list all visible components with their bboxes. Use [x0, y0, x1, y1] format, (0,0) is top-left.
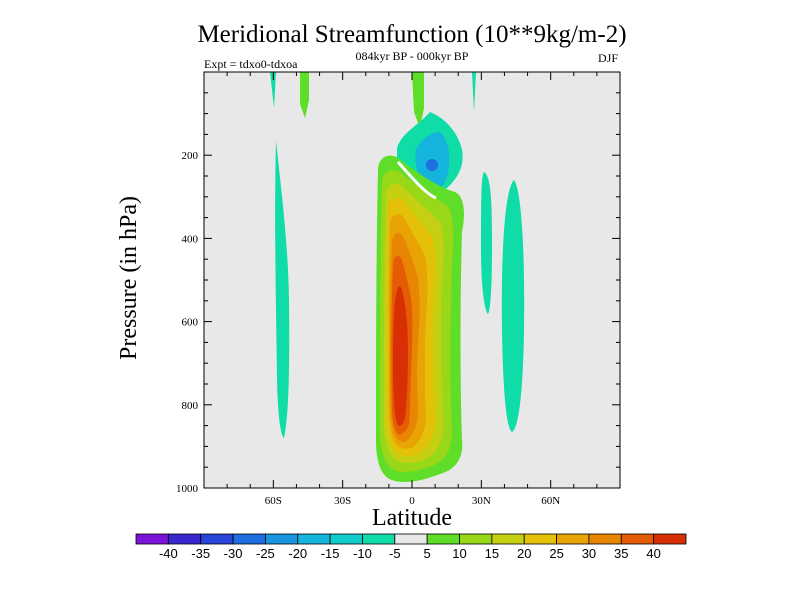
colorbar-swatch	[588, 533, 622, 545]
contour-layer	[270, 72, 525, 482]
upper-streak	[300, 72, 309, 118]
y-tick-label: 200	[182, 150, 199, 162]
negative-core	[426, 159, 438, 171]
colorbar-label: -20	[288, 546, 307, 561]
chart-title: Meridional Streamfunction (10**9kg/m-2)	[197, 21, 626, 48]
positive-cell-40	[393, 285, 408, 426]
colorbar-swatch	[459, 533, 493, 545]
colorbar-swatch	[232, 533, 266, 545]
colorbar-label: 35	[614, 546, 628, 561]
x-tick-label: 30N	[472, 495, 491, 507]
colorbar-label: 5	[424, 546, 431, 561]
colorbar-label: 25	[549, 546, 563, 561]
colorbar-swatch	[394, 533, 428, 545]
colorbar-swatch	[491, 533, 525, 545]
north-band	[501, 180, 525, 432]
colorbar-label: 30	[582, 546, 596, 561]
colorbar-swatch	[200, 533, 234, 545]
colorbar-label: -10	[353, 546, 372, 561]
colorbar-label: -25	[256, 546, 275, 561]
x-tick-label: 60S	[265, 495, 282, 507]
y-tick-label: 1000	[176, 483, 199, 495]
colorbar: -40 -35 -30 -25 -20 -15 -10 -5 5 10 15 20 25 30 35 40	[135, 533, 687, 561]
colorbar-swatch	[329, 533, 363, 545]
colorbar-label: -30	[224, 546, 243, 561]
colorbar-label: 15	[485, 546, 499, 561]
x-axis: 60S 30S 0 30N 60N	[226, 72, 598, 507]
colorbar-swatch	[523, 533, 557, 545]
colorbar-swatch	[653, 533, 687, 545]
south-band	[275, 140, 290, 438]
y-tick-label: 600	[182, 317, 199, 329]
upper-streak	[472, 72, 476, 112]
experiment-label: Expt = tdxo0-tdxoa	[204, 57, 298, 71]
colorbar-swatch	[620, 533, 655, 545]
colorbar-swatch	[426, 533, 460, 545]
colorbar-swatch	[297, 533, 331, 545]
colorbar-label: 10	[452, 546, 466, 561]
cell-separator	[396, 161, 437, 200]
colorbar-swatch	[135, 533, 169, 545]
chart-subtitle: 084kyr BP - 000kyr BP	[356, 49, 469, 63]
colorbar-label: -35	[191, 546, 210, 561]
upper-streak	[270, 72, 276, 108]
colorbar-label: -5	[389, 546, 401, 561]
colorbar-label: -15	[321, 546, 340, 561]
colorbar-label: 40	[646, 546, 660, 561]
colorbar-swatch	[167, 533, 202, 545]
north-band	[481, 172, 492, 314]
y-tick-label: 800	[182, 400, 199, 412]
x-tick-label: 0	[409, 495, 415, 507]
y-axis: 200 400 600 800 1000	[176, 92, 620, 495]
x-tick-label: 60N	[541, 495, 560, 507]
colorbar-swatch	[556, 533, 590, 545]
season-label: DJF	[598, 51, 618, 65]
colorbar-label: -40	[159, 546, 178, 561]
y-axis-label: Pressure (in hPa)	[116, 196, 142, 360]
colorbar-label: 20	[517, 546, 531, 561]
x-axis-label: Latitude	[372, 505, 452, 531]
y-tick-label: 400	[182, 233, 199, 245]
colorbar-swatch	[362, 533, 396, 545]
upper-streak	[412, 72, 424, 128]
x-tick-label: 30S	[334, 495, 351, 507]
colorbar-swatch	[265, 533, 299, 545]
